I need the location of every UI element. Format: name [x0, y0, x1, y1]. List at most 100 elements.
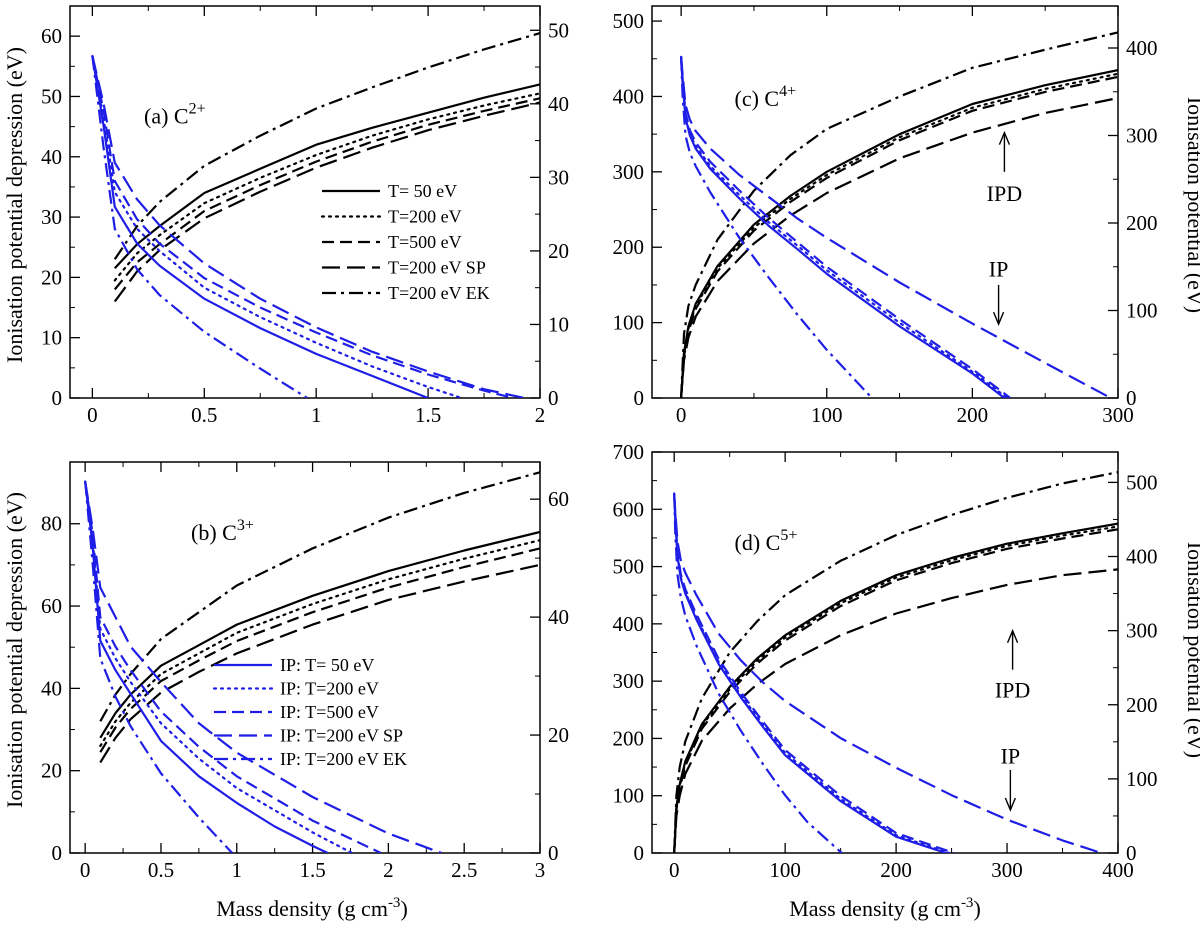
x-tick-label: 300	[1102, 403, 1134, 427]
y-left-tick-label: 20	[41, 265, 62, 289]
ipd-series-line	[113, 101, 540, 303]
ipd-series-line	[673, 525, 1118, 853]
y-left-tick-label: 40	[41, 676, 62, 700]
y-left-tick-label: 40	[41, 145, 62, 169]
y-right-tick-label: 20	[548, 723, 569, 747]
left-ylabel-bottom: Ionisation potential depression (eV)	[2, 492, 27, 808]
y-left-tick-label: 80	[41, 512, 62, 536]
panel-c: 0 100 200 30001002003004005000100200300400(…	[613, 5, 1158, 427]
y-left-tick-label: 30	[41, 205, 62, 229]
series-group	[673, 471, 1118, 853]
legend-entry: T=200 eV	[388, 207, 462, 227]
ipd-series-line	[680, 72, 1118, 398]
ipd-series-line	[673, 522, 1118, 853]
y-left-tick-label: 100	[613, 311, 645, 335]
ipd-series-line	[113, 83, 540, 270]
annotation-arrowhead	[1006, 628, 1019, 644]
ipd-series-line	[680, 75, 1118, 398]
y-right-tick-label: 500	[1126, 470, 1158, 494]
y-right-tick-label: 40	[548, 92, 569, 116]
plot-frame	[651, 5, 1119, 399]
ipd-series-line	[113, 97, 540, 291]
ipd-series-line	[99, 471, 540, 722]
x-tick-label: 300	[991, 858, 1023, 882]
plot-frame	[651, 451, 1119, 854]
ip-series-line	[673, 493, 843, 853]
x-tick-label: 0.5	[148, 858, 174, 882]
x-tick-label: 400	[1102, 858, 1134, 882]
left-ylabel-top: Ionisation potential depression (eV)	[2, 47, 27, 363]
y-left-tick-label: 100	[613, 784, 645, 808]
y-left-tick-label: 600	[613, 497, 645, 521]
y-right-tick-label: 400	[1126, 545, 1158, 569]
xlabel-left: Mass density (g cm-3)	[216, 895, 408, 921]
y-left-tick-label: 60	[41, 594, 62, 618]
legend-entry: T=200 eV SP	[388, 258, 486, 278]
ip-series-line	[680, 56, 1006, 398]
ip-series-line	[680, 56, 873, 398]
ipd-series-line	[680, 96, 1118, 398]
series-group	[84, 471, 540, 853]
ipd-series-line	[673, 568, 1118, 853]
y-right-tick-label: 30	[548, 165, 569, 189]
y-left-tick-label: 50	[41, 84, 62, 108]
annotation-label: IPD	[995, 678, 1030, 703]
ip-series-line	[84, 481, 234, 853]
y-right-tick-label: 60	[548, 487, 569, 511]
ip-series-line	[91, 55, 308, 398]
ip-series-line	[673, 493, 1102, 853]
series-group	[680, 31, 1118, 398]
ip-series-line	[680, 56, 1011, 398]
ip-series-line	[91, 55, 429, 398]
legend-entry: IP: T=500 eV	[280, 702, 379, 722]
y-left-tick-label: 60	[41, 24, 62, 48]
annotation-arrowhead	[1004, 797, 1017, 812]
y-right-tick-label: 0	[548, 386, 559, 410]
y-left-tick-label: 0	[634, 841, 645, 865]
y-left-tick-label: 300	[613, 669, 645, 693]
xlabel-right: Mass density (g cm-3)	[789, 895, 981, 921]
y-right-tick-label: 300	[1126, 124, 1158, 148]
x-tick-label: 3	[535, 858, 546, 882]
y-right-tick-label: 400	[1126, 36, 1158, 60]
y-left-tick-label: 0	[52, 386, 63, 410]
y-left-tick-label: 400	[613, 612, 645, 636]
x-tick-label: 2	[535, 403, 546, 427]
x-tick-label: 1.5	[415, 403, 441, 427]
legend-entry: T= 50 eV	[388, 181, 457, 201]
plot-frame	[69, 5, 541, 399]
y-right-tick-label: 40	[548, 605, 569, 629]
panel-label: (a) C2+	[144, 101, 206, 129]
annotation-arrowhead	[992, 311, 1005, 326]
ipd-series-line	[113, 32, 540, 260]
x-tick-label: 1.5	[299, 858, 325, 882]
ip-series-line	[91, 55, 514, 398]
y-right-tick-label: 100	[1126, 299, 1158, 323]
x-tick-label: 0	[669, 858, 680, 882]
annotation-label: IP	[1001, 744, 1021, 769]
x-tick-label: 0.5	[191, 403, 217, 427]
ipd-series-line	[680, 69, 1118, 398]
ipd-series-line	[99, 530, 540, 739]
y-right-tick-label: 0	[1126, 386, 1137, 410]
y-right-tick-label: 10	[548, 312, 569, 336]
y-left-tick-label: 200	[613, 235, 645, 259]
legend-entry: IP: T= 50 eV	[280, 655, 374, 675]
ip-series-line	[673, 493, 947, 853]
ip-series-line	[84, 481, 442, 853]
x-tick-label: 200	[880, 858, 912, 882]
panel-label: (d) C5+	[735, 527, 798, 555]
ip-series-line	[673, 492, 951, 853]
x-tick-label: 1	[232, 858, 243, 882]
x-tick-label: 100	[811, 403, 843, 427]
plot-frame	[69, 461, 541, 854]
series-group	[91, 32, 540, 398]
y-right-tick-label: 300	[1126, 619, 1158, 643]
x-tick-label: 1	[311, 403, 322, 427]
legend-entry: IP: T=200 eV SP	[280, 726, 403, 746]
y-right-tick-label: 200	[1126, 211, 1158, 235]
x-tick-label: 0	[80, 858, 91, 882]
y-left-tick-label: 400	[613, 84, 645, 108]
